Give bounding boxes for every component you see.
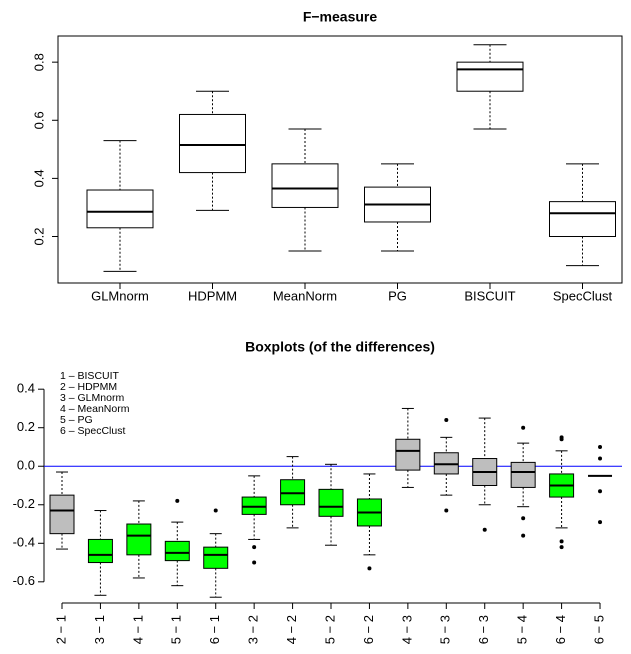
outlier xyxy=(175,498,180,503)
x-tick-label: 6 − 2 xyxy=(361,615,376,644)
chart-title: Boxplots (of the differences) xyxy=(245,339,435,355)
x-tick-label: 2 − 1 xyxy=(53,615,68,644)
outlier xyxy=(598,489,603,494)
x-tick-label: SpecClust xyxy=(553,288,613,303)
x-tick-label: 5 − 4 xyxy=(515,615,530,644)
outlier xyxy=(444,508,449,513)
x-tick-label: 4 − 3 xyxy=(399,615,414,644)
outlier xyxy=(559,437,564,442)
x-tick-label: PG xyxy=(388,288,407,303)
outlier xyxy=(559,539,564,544)
outlier xyxy=(598,444,603,449)
box xyxy=(395,438,421,471)
box xyxy=(86,189,154,229)
annotation: 3 – GLMnorm xyxy=(60,392,124,404)
y-tick-label: -0.2 xyxy=(13,496,35,511)
outlier xyxy=(213,508,218,513)
x-tick-label: MeanNorm xyxy=(273,288,337,303)
box xyxy=(49,494,75,535)
outlier xyxy=(252,560,257,565)
box xyxy=(179,113,246,174)
box xyxy=(126,523,152,556)
outlier xyxy=(559,545,564,550)
box xyxy=(203,546,229,569)
outlier xyxy=(521,533,526,538)
y-tick-label: 0.8 xyxy=(31,53,46,71)
x-tick-label: 3 − 2 xyxy=(246,615,261,644)
x-tick-label: 6 − 5 xyxy=(591,615,606,644)
x-tick-label: GLMnorm xyxy=(91,288,149,303)
annotation: 6 – SpecClust xyxy=(60,425,125,437)
box xyxy=(318,488,344,517)
y-tick-label: 0.4 xyxy=(17,381,35,396)
x-tick-label: 6 − 4 xyxy=(553,615,568,644)
x-tick-label: BISCUIT xyxy=(464,288,515,303)
box xyxy=(271,163,339,208)
annotation: 5 – PG xyxy=(60,414,93,426)
x-tick-label: 5 − 3 xyxy=(438,615,453,644)
box xyxy=(87,538,113,564)
y-tick-label: -0.4 xyxy=(13,535,35,550)
y-tick-label: 0.2 xyxy=(31,227,46,245)
box xyxy=(510,461,536,488)
box xyxy=(164,540,190,562)
annotation: 1 – BISCUIT xyxy=(60,370,120,382)
x-tick-label: HDPMM xyxy=(188,288,237,303)
box xyxy=(456,61,524,92)
plot-frame xyxy=(57,35,623,284)
y-tick-label: 0.2 xyxy=(17,419,35,434)
outlier xyxy=(598,456,603,461)
outlier xyxy=(367,566,372,571)
outlier xyxy=(252,545,257,550)
outlier xyxy=(444,418,449,423)
outlier xyxy=(521,516,526,521)
x-tick-label: 4 − 2 xyxy=(284,615,299,644)
x-tick-label: 5 − 2 xyxy=(322,615,337,644)
y-tick-label: 0.0 xyxy=(17,458,35,473)
y-tick-label: -0.6 xyxy=(13,573,35,588)
chart-title: F−measure xyxy=(303,9,378,25)
x-tick-label: 6 − 1 xyxy=(207,615,222,644)
x-tick-label: 3 − 1 xyxy=(92,615,107,644)
outlier xyxy=(598,520,603,525)
x-tick-label: 4 − 1 xyxy=(130,615,145,644)
y-tick-label: 0.6 xyxy=(31,111,46,129)
annotation: 2 – HDPMM xyxy=(60,381,117,393)
outlier xyxy=(521,425,526,430)
x-tick-label: 6 − 3 xyxy=(476,615,491,644)
y-tick-label: 0.4 xyxy=(31,169,46,187)
annotation: 4 – MeanNorm xyxy=(60,403,130,415)
box xyxy=(549,201,616,238)
x-tick-label: 5 − 1 xyxy=(169,615,184,644)
outlier xyxy=(482,527,487,532)
